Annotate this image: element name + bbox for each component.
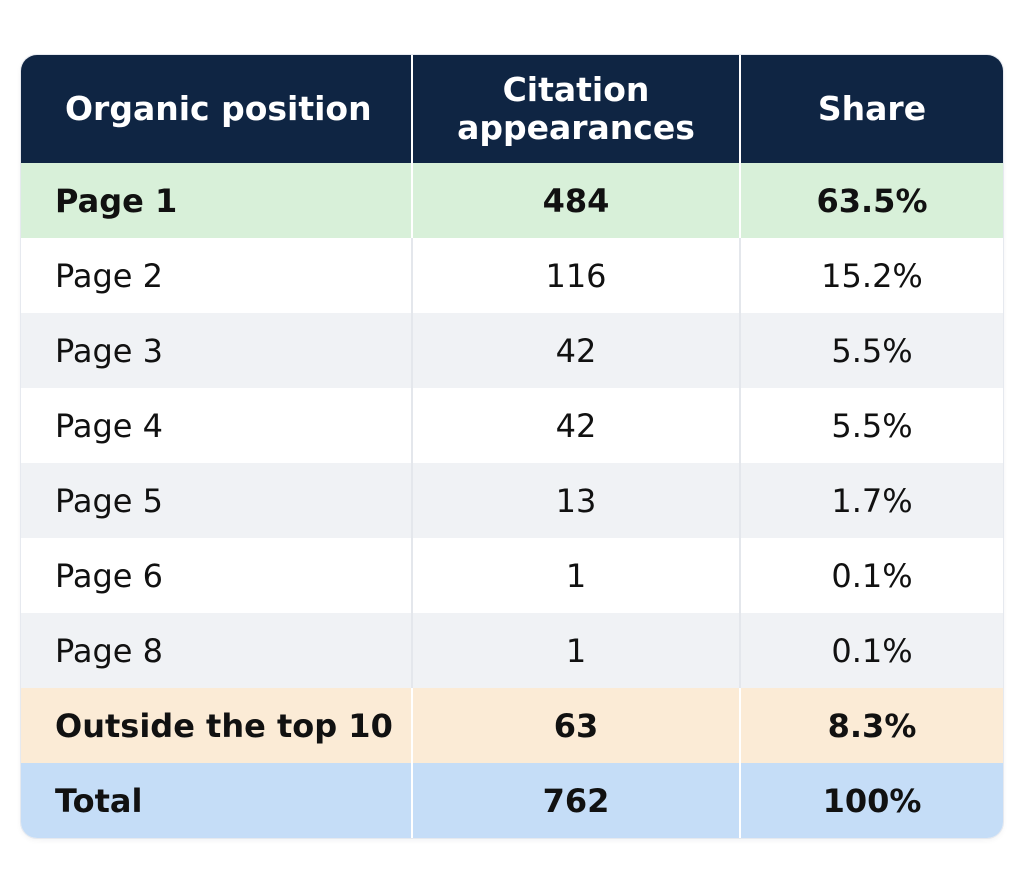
position-cell: Page 1 <box>21 163 412 238</box>
table-row-total: Total 762 100% <box>21 763 1003 838</box>
share-cell: 5.5% <box>739 388 1003 463</box>
appearances-cell: 762 <box>411 763 740 838</box>
column-header-citation-appearances: Citation appearances <box>411 55 740 163</box>
table-row: Page 8 1 0.1% <box>21 613 1003 688</box>
share-cell: 5.5% <box>739 313 1003 388</box>
citation-table-card: Organic position Citation appearances Sh… <box>21 55 1003 838</box>
position-cell: Page 4 <box>21 388 412 463</box>
position-cell: Page 2 <box>21 238 412 313</box>
appearances-cell: 63 <box>411 688 740 763</box>
column-header-organic-position: Organic position <box>21 55 412 163</box>
column-header-share: Share <box>739 55 1003 163</box>
share-cell: 0.1% <box>739 613 1003 688</box>
appearances-cell: 42 <box>411 388 740 463</box>
table-row: Page 3 42 5.5% <box>21 313 1003 388</box>
position-cell: Outside the top 10 <box>21 688 412 763</box>
table-row: Page 1 484 63.5% <box>21 163 1003 238</box>
share-cell: 63.5% <box>739 163 1003 238</box>
share-cell: 0.1% <box>739 538 1003 613</box>
share-cell: 15.2% <box>739 238 1003 313</box>
table-row-outside-top-10: Outside the top 10 63 8.3% <box>21 688 1003 763</box>
appearances-cell: 1 <box>411 538 740 613</box>
table-row: Page 5 13 1.7% <box>21 463 1003 538</box>
table-body: Page 1 484 63.5% Page 2 116 15.2% Page 3… <box>21 163 1003 838</box>
position-cell: Page 3 <box>21 313 412 388</box>
appearances-cell: 42 <box>411 313 740 388</box>
share-cell: 1.7% <box>739 463 1003 538</box>
appearances-cell: 116 <box>411 238 740 313</box>
position-cell: Page 5 <box>21 463 412 538</box>
position-cell: Page 8 <box>21 613 412 688</box>
position-cell: Page 6 <box>21 538 412 613</box>
share-cell: 100% <box>739 763 1003 838</box>
appearances-cell: 13 <box>411 463 740 538</box>
table-row: Page 2 116 15.2% <box>21 238 1003 313</box>
table-row: Page 4 42 5.5% <box>21 388 1003 463</box>
appearances-cell: 484 <box>411 163 740 238</box>
appearances-cell: 1 <box>411 613 740 688</box>
position-cell: Total <box>21 763 412 838</box>
table-row: Page 6 1 0.1% <box>21 538 1003 613</box>
header-row: Organic position Citation appearances Sh… <box>21 55 1003 163</box>
table-header: Organic position Citation appearances Sh… <box>21 55 1003 163</box>
share-cell: 8.3% <box>739 688 1003 763</box>
citation-table: Organic position Citation appearances Sh… <box>21 55 1003 838</box>
